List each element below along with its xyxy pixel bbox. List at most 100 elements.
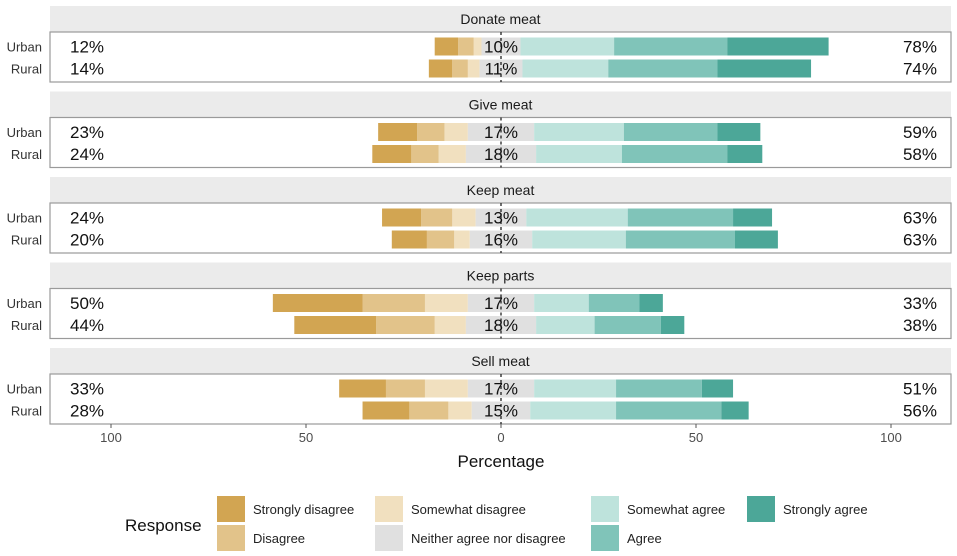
- bar-keep-parts-rural-sd: [294, 316, 377, 334]
- legend-swatch-swa: [591, 496, 619, 522]
- bar-sell-meat-rural-a: [616, 401, 722, 420]
- legend-label-swd: Somewhat disagree: [411, 502, 526, 517]
- bar-donate-meat-rural-swa: [522, 59, 609, 78]
- x-tick-label-1: 50: [299, 430, 313, 445]
- bar-donate-meat-rural-sd: [428, 59, 453, 78]
- panel-strip-sell-meat: [50, 348, 951, 374]
- bar-keep-parts-urban-d: [362, 294, 425, 312]
- pct-left-donate-meat-rural: 14%: [70, 60, 104, 79]
- bar-keep-meat-rural-sd: [391, 230, 427, 249]
- bar-sell-meat-rural-sa: [721, 401, 749, 420]
- pct-right-sell-meat-rural: 56%: [903, 402, 937, 421]
- bar-keep-parts-rural-d: [376, 316, 435, 334]
- bar-sell-meat-rural-d: [409, 401, 449, 420]
- pct-left-keep-parts-urban: 50%: [70, 294, 104, 313]
- pct-right-donate-meat-rural: 74%: [903, 60, 937, 79]
- row-label-donate-meat-rural: Rural: [11, 62, 42, 77]
- bar-donate-meat-urban-a: [614, 37, 728, 56]
- pct-left-keep-parts-rural: 44%: [70, 316, 104, 335]
- bar-give-meat-rural-a: [621, 145, 728, 163]
- panel-title-sell-meat: Sell meat: [471, 353, 529, 369]
- panel-strip-give-meat: [50, 91, 951, 118]
- pct-left-keep-meat-urban: 24%: [70, 209, 104, 228]
- row-label-give-meat-rural: Rural: [11, 147, 42, 162]
- bar-keep-meat-urban-a: [627, 208, 734, 227]
- bar-keep-meat-urban-sa: [733, 208, 773, 227]
- bar-give-meat-rural-sd: [372, 145, 412, 163]
- bar-sell-meat-urban-swd: [424, 379, 468, 398]
- panel-title-give-meat: Give meat: [469, 97, 533, 113]
- row-label-keep-parts-rural: Rural: [11, 318, 42, 333]
- bar-keep-meat-rural-d: [426, 230, 455, 249]
- x-tick-label-3: 50: [689, 430, 703, 445]
- bar-keep-meat-urban-d: [421, 208, 453, 227]
- bar-give-meat-urban-sd: [378, 123, 418, 141]
- x-tick-label-0: 100: [100, 430, 122, 445]
- bar-sell-meat-urban-sd: [339, 379, 386, 398]
- legend-swatch-n: [375, 525, 403, 551]
- pct-left-donate-meat-urban: 12%: [70, 38, 104, 57]
- bar-sell-meat-rural-sd: [362, 401, 410, 420]
- bar-donate-meat-urban-swa: [520, 37, 615, 56]
- bar-sell-meat-urban-d: [385, 379, 425, 398]
- pct-right-give-meat-rural: 58%: [903, 145, 937, 164]
- pct-right-give-meat-urban: 59%: [903, 123, 937, 142]
- row-label-keep-meat-rural: Rural: [11, 233, 42, 248]
- bar-give-meat-rural-swd: [438, 145, 466, 163]
- panel-title-keep-parts: Keep parts: [467, 268, 535, 284]
- bar-give-meat-urban-swa: [534, 123, 624, 141]
- bar-donate-meat-rural-swd: [467, 59, 480, 78]
- legend-swatch-d: [217, 525, 245, 551]
- legend-label-n: Neither agree nor disagree: [411, 531, 566, 546]
- bar-sell-meat-rural-swd: [448, 401, 472, 420]
- bar-give-meat-urban-sa: [717, 123, 761, 141]
- bar-give-meat-rural-swa: [536, 145, 622, 163]
- bar-give-meat-urban-a: [623, 123, 718, 141]
- bar-keep-parts-urban-a: [588, 294, 640, 312]
- bar-keep-parts-rural-swa: [536, 316, 595, 334]
- bar-keep-parts-urban-sa: [639, 294, 663, 312]
- legend-label-d: Disagree: [253, 531, 305, 546]
- row-label-give-meat-urban: Urban: [7, 125, 42, 140]
- bar-donate-meat-rural-a: [608, 59, 718, 78]
- panel-strip-donate-meat: [50, 6, 951, 32]
- legend-swatch-swd: [375, 496, 403, 522]
- legend-label-sd: Strongly disagree: [253, 502, 354, 517]
- pct-left-give-meat-urban: 23%: [70, 123, 104, 142]
- bar-keep-parts-urban-swa: [534, 294, 589, 312]
- bar-donate-meat-urban-d: [458, 37, 474, 56]
- bar-keep-meat-rural-swa: [532, 230, 626, 249]
- pct-right-keep-parts-rural: 38%: [903, 316, 937, 335]
- legend-swatch-sa: [747, 496, 775, 522]
- bar-keep-meat-rural-swd: [454, 230, 470, 249]
- bar-sell-meat-urban-a: [616, 379, 702, 398]
- panel-strip-keep-parts: [50, 262, 951, 289]
- row-label-keep-parts-urban: Urban: [7, 296, 42, 311]
- bar-keep-parts-urban-swd: [424, 294, 468, 312]
- bar-keep-parts-urban-sd: [272, 294, 363, 312]
- bar-keep-parts-rural-sa: [660, 316, 685, 334]
- pct-right-keep-parts-urban: 33%: [903, 294, 937, 313]
- bar-donate-meat-urban-sd: [434, 37, 459, 56]
- legend-title: Response: [125, 516, 202, 535]
- bar-give-meat-urban-swd: [444, 123, 468, 141]
- panel-title-keep-meat: Keep meat: [467, 182, 535, 198]
- row-label-donate-meat-urban: Urban: [7, 40, 42, 55]
- row-label-keep-meat-urban: Urban: [7, 211, 42, 226]
- x-tick-label-4: 100: [880, 430, 902, 445]
- legend-label-sa: Strongly agree: [783, 502, 868, 517]
- pct-right-sell-meat-urban: 51%: [903, 380, 937, 399]
- bar-sell-meat-urban-swa: [534, 379, 617, 398]
- bar-donate-meat-urban-swd: [473, 37, 482, 56]
- bar-donate-meat-urban-sa: [727, 37, 829, 56]
- pct-left-sell-meat-rural: 28%: [70, 402, 104, 421]
- panel-strip-keep-meat: [50, 177, 951, 203]
- bar-give-meat-rural-d: [411, 145, 439, 163]
- pct-left-give-meat-rural: 24%: [70, 145, 104, 164]
- row-label-sell-meat-rural: Rural: [11, 404, 42, 419]
- bar-keep-meat-urban-sd: [382, 208, 422, 227]
- x-axis-title: Percentage: [458, 452, 545, 471]
- legend-swatch-a: [591, 525, 619, 551]
- bar-keep-meat-urban-swa: [526, 208, 628, 227]
